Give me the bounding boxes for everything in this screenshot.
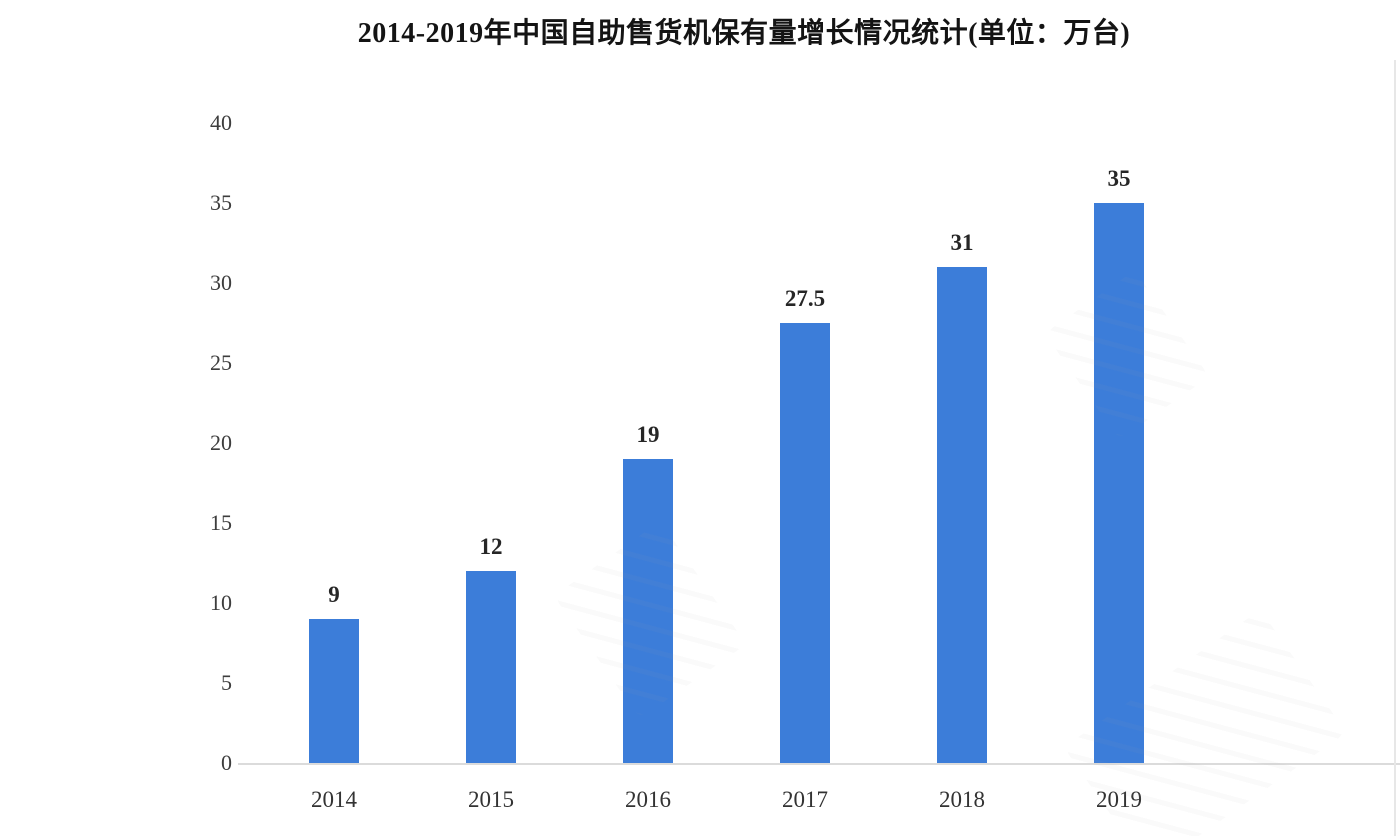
x-axis-tick-label: 2014 bbox=[311, 787, 357, 812]
y-axis-tick-label: 20 bbox=[210, 430, 232, 455]
bar-2019 bbox=[1094, 203, 1144, 763]
y-axis-tick-label: 5 bbox=[221, 670, 232, 695]
bar-2018 bbox=[937, 267, 987, 763]
y-axis-tick-label: 15 bbox=[210, 510, 232, 535]
y-axis-tick-label: 35 bbox=[210, 190, 232, 215]
x-axis-tick-label: 2017 bbox=[782, 787, 828, 812]
screenshot-right-border bbox=[1394, 60, 1396, 836]
bar-2015 bbox=[466, 571, 516, 763]
bar-value-label: 35 bbox=[1107, 166, 1131, 191]
x-axis-tick-label: 2015 bbox=[468, 787, 514, 812]
x-axis-line bbox=[238, 763, 1400, 765]
bar-value-label: 12 bbox=[479, 534, 503, 559]
bar-value-label: 27.5 bbox=[784, 286, 826, 311]
y-axis-tick-label: 40 bbox=[210, 110, 232, 135]
chart-title: 2014-2019年中国自助售货机保有量增长情况统计(单位：万台) bbox=[357, 18, 1131, 49]
y-axis-tick-label: 0 bbox=[221, 750, 232, 775]
x-axis-tick-label: 2019 bbox=[1096, 787, 1142, 812]
bar-2014 bbox=[309, 619, 359, 763]
bar-2016 bbox=[623, 459, 673, 763]
x-axis-tick-label: 2016 bbox=[625, 787, 671, 812]
x-axis-tick-label: 2018 bbox=[939, 787, 985, 812]
y-axis-tick-label: 30 bbox=[210, 270, 232, 295]
bar-value-label: 9 bbox=[328, 582, 340, 607]
bar-2017 bbox=[780, 323, 830, 763]
bar-value-label: 31 bbox=[950, 230, 974, 255]
y-axis-tick-label: 25 bbox=[210, 350, 232, 375]
y-axis-tick-label: 10 bbox=[210, 590, 232, 615]
bar-value-label: 19 bbox=[636, 422, 660, 447]
